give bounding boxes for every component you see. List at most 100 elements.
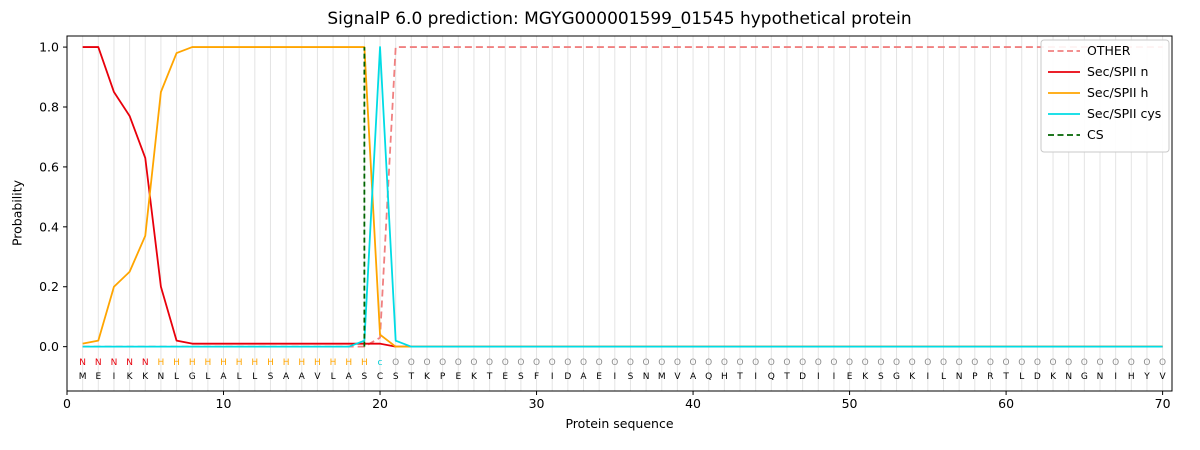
residue-letter: L (941, 372, 946, 382)
residue-letter: M (79, 372, 87, 382)
region-letter: O (502, 358, 509, 368)
region-letter: O (1050, 358, 1057, 368)
region-letter: H (314, 358, 321, 368)
legend-label-sec-spii-n: Sec/SPII n (1087, 64, 1148, 79)
region-letter: O (799, 358, 806, 368)
x-tick-label: 60 (998, 396, 1014, 411)
region-letter: O (783, 358, 790, 368)
region-letter: O (674, 358, 681, 368)
series-line-other (82, 46, 1163, 348)
residue-letter: E (95, 372, 101, 382)
region-letter: c (378, 358, 383, 368)
residue-letter: G (1081, 372, 1088, 382)
residue-letter: I (1114, 372, 1117, 382)
legend-label-sec-spii-h: Sec/SPII h (1087, 85, 1148, 100)
residue-letter: I (927, 372, 930, 382)
x-tick-label: 70 (1155, 396, 1171, 411)
region-letter: O (877, 358, 884, 368)
residue-letter: T (486, 372, 493, 382)
series-line-sec-spii-cys (82, 46, 1163, 348)
legend-label-cs: CS (1087, 127, 1104, 142)
residue-letter: S (628, 372, 634, 382)
residue-letter: N (1097, 372, 1104, 382)
legend-label-sec-spii-cys: Sec/SPII cys (1087, 106, 1161, 121)
residue-letter: E (455, 372, 461, 382)
region-letter: H (251, 358, 258, 368)
x-axis-label: Protein sequence (565, 416, 674, 431)
region-letter: O (1081, 358, 1088, 368)
y-tick-label: 0.8 (39, 100, 59, 115)
region-letter: O (470, 358, 477, 368)
x-tick-label: 10 (216, 396, 232, 411)
region-letter: O (956, 358, 963, 368)
residue-letter: V (314, 372, 321, 382)
region-letter: O (658, 358, 665, 368)
region-letter: O (1159, 358, 1166, 368)
region-letter: O (862, 358, 869, 368)
x-tick-label: 30 (529, 396, 545, 411)
region-letter: O (564, 358, 571, 368)
region-letter: O (1143, 358, 1150, 368)
y-tick-label: 0.4 (39, 219, 59, 234)
residue-letter: A (346, 372, 353, 382)
x-tick-label: 0 (63, 396, 71, 411)
residue-letter: G (189, 372, 196, 382)
region-letter: O (736, 358, 743, 368)
region-letter: O (439, 358, 446, 368)
region-letter: O (1096, 358, 1103, 368)
region-letter: O (517, 358, 524, 368)
region-letter: O (909, 358, 916, 368)
region-letter: H (189, 358, 196, 368)
region-letter: O (893, 358, 900, 368)
residue-letter: N (1065, 372, 1072, 382)
axes-frame (66, 35, 1173, 392)
residue-letter: M (658, 372, 666, 382)
residue-letter: L (205, 372, 210, 382)
region-letter: O (768, 358, 775, 368)
region-letter: N (79, 358, 86, 368)
region-letter: O (611, 358, 618, 368)
region-letter: O (596, 358, 603, 368)
region-letter: O (1065, 358, 1072, 368)
residue-letter: I (113, 372, 116, 382)
residue-letter: D (799, 372, 806, 382)
residue-letter: C (377, 372, 383, 382)
residue-letter: K (1050, 372, 1057, 382)
y-tick-label: 1.0 (39, 40, 59, 55)
residue-letter: S (362, 372, 368, 382)
residue-letter: F (534, 372, 539, 382)
residue-letter: L (1019, 372, 1024, 382)
region-letter: O (1034, 358, 1041, 368)
region-letter: H (298, 358, 305, 368)
region-letter: O (924, 358, 931, 368)
region-letter: O (705, 358, 712, 368)
region-letter: O (752, 358, 759, 368)
residue-letter: Q (768, 372, 775, 382)
region-letter: H (330, 358, 337, 368)
region-letter: O (1018, 358, 1025, 368)
residue-letter: E (847, 372, 853, 382)
residue-letter: H (1128, 372, 1135, 382)
residue-letter: L (252, 372, 257, 382)
residue-letter: S (518, 372, 524, 382)
y-tick-label: 0.2 (39, 279, 59, 294)
residue-letter: A (580, 372, 587, 382)
residue-letter: L (174, 372, 179, 382)
residue-letter: K (909, 372, 916, 382)
residue-letter: H (721, 372, 728, 382)
region-letter: O (987, 358, 994, 368)
residue-letter: K (471, 372, 478, 382)
region-letter: O (830, 358, 837, 368)
x-tick-label: 20 (372, 396, 388, 411)
residue-letter: T (736, 372, 743, 382)
region-letter: O (533, 358, 540, 368)
residue-letter: I (833, 372, 836, 382)
residue-letter: E (502, 372, 508, 382)
region-letter: N (111, 358, 118, 368)
series-line-sec-spii-h (82, 46, 1163, 348)
region-letter: H (173, 358, 180, 368)
region-letter: N (95, 358, 102, 368)
region-letter: O (971, 358, 978, 368)
residue-letter: S (268, 372, 274, 382)
x-tick-label: 40 (685, 396, 701, 411)
